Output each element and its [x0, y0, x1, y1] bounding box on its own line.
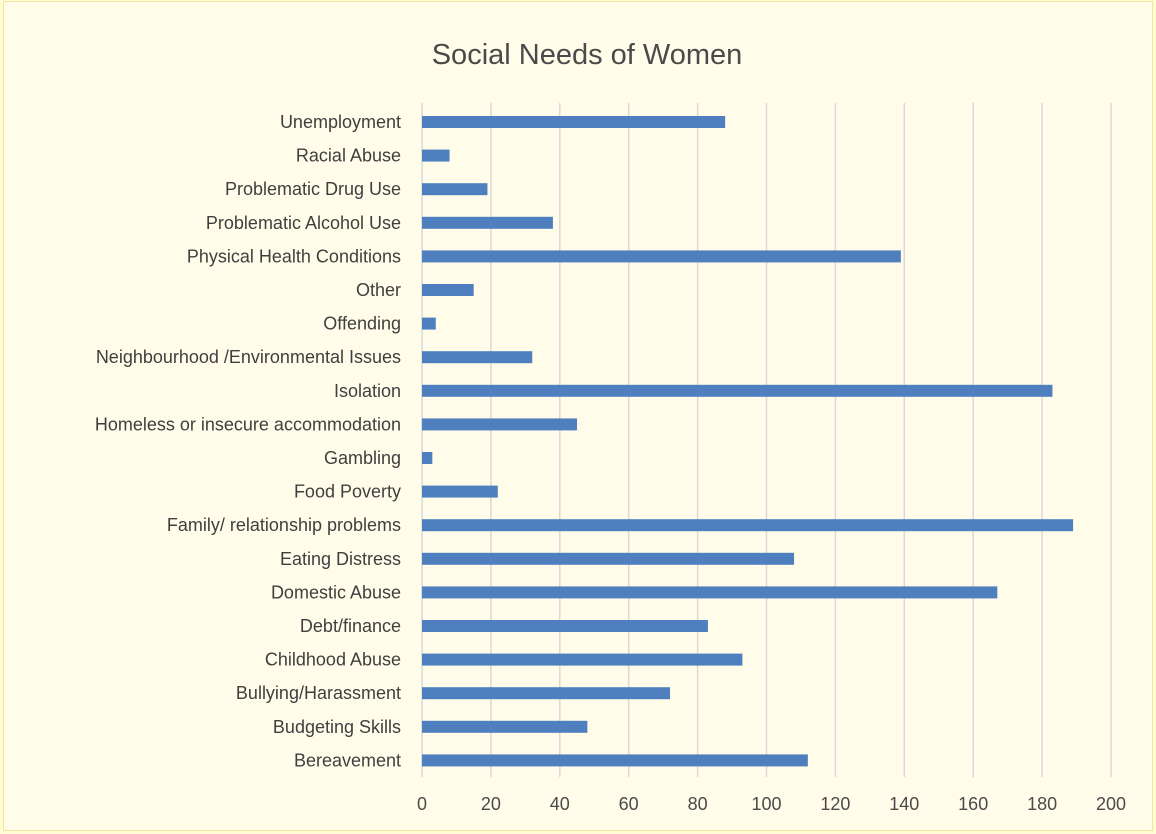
bar — [422, 384, 1053, 397]
x-tick-label: 100 — [751, 794, 781, 814]
bar — [422, 149, 450, 162]
category-label: Homeless or insecure accommodation — [95, 414, 401, 434]
chart-container: Social Needs of Women Unemployment Racial… — [3, 1, 1153, 831]
category-label: Unemployment — [280, 112, 401, 132]
x-tick-label: 120 — [820, 794, 850, 814]
category-label: Budgeting Skills — [273, 717, 401, 737]
category-labels: Unemployment Racial Abuse Problematic Drug… — [95, 112, 401, 770]
gridlines — [421, 103, 1112, 777]
bar — [422, 552, 795, 565]
x-tick-label: 60 — [619, 794, 639, 814]
category-label: Family/ relationship problems — [167, 515, 401, 535]
bar — [422, 216, 553, 229]
category-label: Food Poverty — [294, 482, 401, 502]
category-label: Racial Abuse — [296, 146, 401, 166]
category-label: Bereavement — [294, 750, 401, 770]
bar — [422, 519, 1074, 532]
bars — [422, 116, 1074, 767]
bar — [422, 116, 726, 128]
x-tick-label: 0 — [417, 794, 427, 814]
category-label: Isolation — [334, 381, 401, 401]
category-label: Physical Health Conditions — [187, 246, 401, 266]
bar — [422, 754, 808, 767]
bar — [422, 418, 578, 431]
bar — [422, 653, 743, 666]
x-tick-label: 200 — [1096, 794, 1126, 814]
category-label: Neighbourhood /Environmental Issues — [96, 347, 401, 367]
category-label: Childhood Abuse — [265, 650, 401, 670]
bar — [422, 620, 708, 632]
x-tick-label: 20 — [481, 794, 501, 814]
x-tick-label: 140 — [889, 794, 919, 814]
category-label: Gambling — [324, 448, 401, 468]
x-tick-label: 40 — [550, 794, 570, 814]
bar — [422, 183, 488, 196]
bar — [422, 452, 433, 464]
bar — [422, 720, 588, 733]
x-axis-tick-labels: 0 20 40 60 80 100 120 140 160 180 200 — [417, 794, 1126, 814]
category-label: Offending — [323, 314, 401, 334]
chart-title: Social Needs of Women — [432, 39, 743, 71]
x-tick-label: 180 — [1027, 794, 1057, 814]
bar — [422, 351, 533, 364]
category-label: Other — [356, 280, 401, 300]
category-label: Eating Distress — [280, 549, 401, 569]
category-label: Problematic Drug Use — [225, 179, 401, 199]
bar-chart: Social Needs of Women Unemployment Racial… — [95, 39, 1126, 814]
category-label: Domestic Abuse — [271, 582, 401, 602]
x-tick-label: 80 — [688, 794, 708, 814]
category-label: Problematic Alcohol Use — [206, 213, 401, 233]
bar — [422, 317, 436, 330]
category-label: Debt/finance — [300, 616, 401, 636]
category-label: Bullying/Harassment — [236, 683, 401, 703]
x-tick-label: 160 — [958, 794, 988, 814]
bar — [422, 485, 498, 498]
bar — [422, 250, 901, 263]
bar — [422, 284, 474, 296]
bar — [422, 586, 998, 599]
bar — [422, 687, 671, 700]
